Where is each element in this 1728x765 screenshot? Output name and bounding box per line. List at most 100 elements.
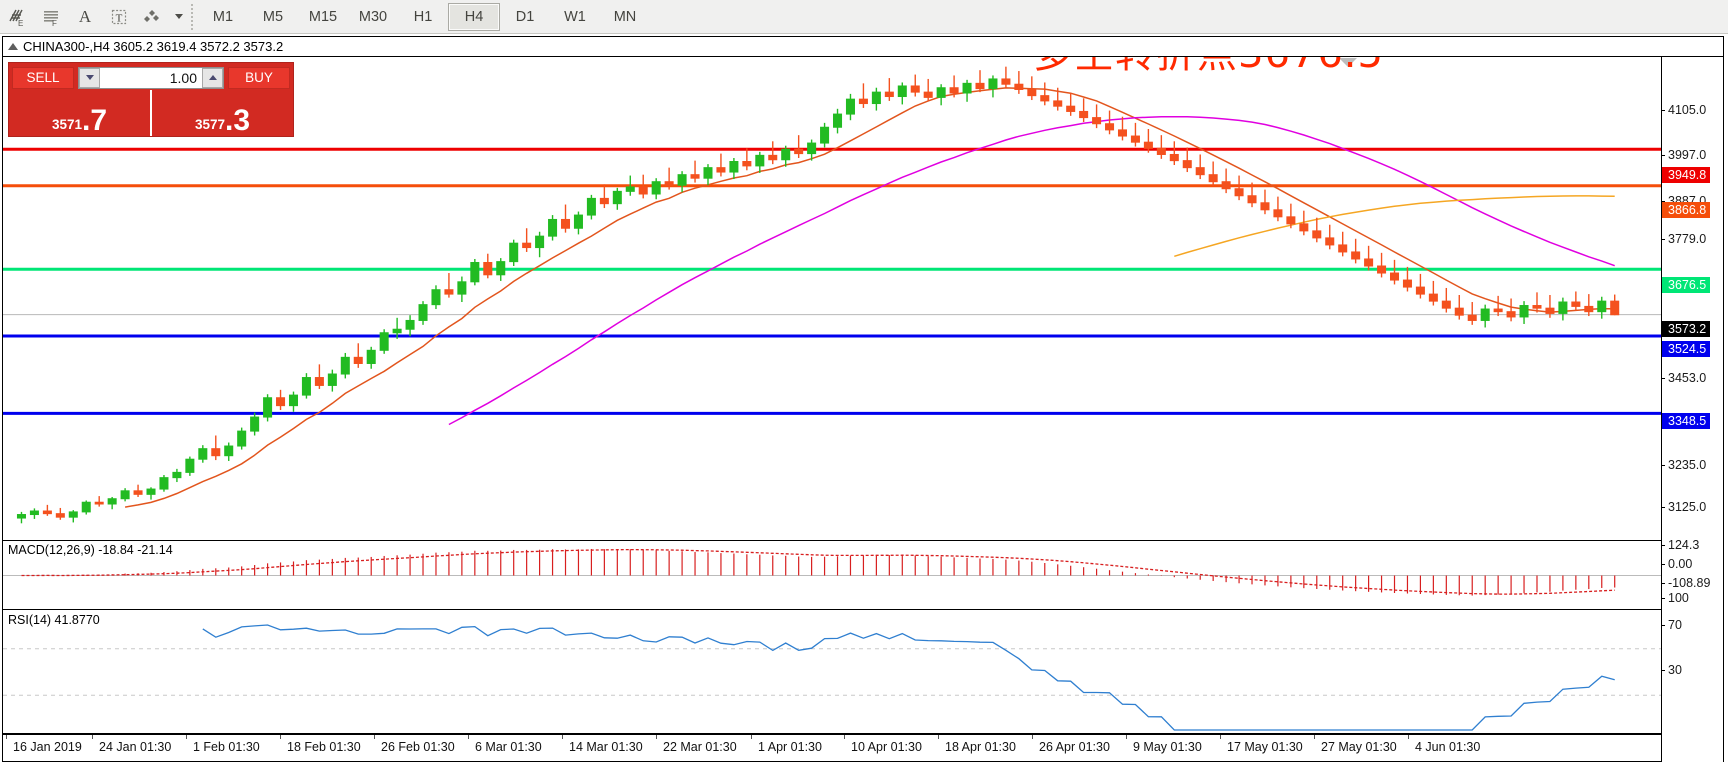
buy-button[interactable]: BUY [228,66,290,89]
sell-price-integer: 3571 [51,116,82,132]
candle-body [250,416,260,432]
text-object-icon[interactable]: T [102,2,136,32]
data-window-icon[interactable]: F [34,2,68,32]
candle-body [1208,174,1218,183]
candle-body [1066,105,1076,112]
buy-price[interactable]: 3577 .3 [150,90,293,136]
timeframe-d1[interactable]: D1 [515,8,535,25]
volume-input[interactable]: 1.00 [100,67,202,88]
volume-stepper[interactable]: 1.00 [78,66,224,89]
volume-up-icon[interactable] [202,67,223,88]
timeframe-h4[interactable]: H4 [448,2,500,31]
macd-label: MACD(12,26,9) -18.84 -21.14 [8,543,176,557]
candle-body [1260,202,1270,211]
candle-body [1092,117,1102,125]
candle-body [301,377,311,396]
candle-body [120,490,130,500]
candle-body [1286,216,1296,225]
candle-body [833,113,843,128]
chart-collapse-icon[interactable] [1339,58,1357,67]
candle-body [1001,78,1011,85]
candle-body [884,91,894,98]
candle-body [1480,308,1490,321]
time-label: 9 May 01:30 [1126,735,1202,754]
price-level-tag: 3524.5 [1662,341,1711,357]
timeframe-m1[interactable]: M1 [212,8,234,25]
candle-body [211,448,221,457]
candle-body [431,289,441,306]
candle-body [444,289,454,295]
candle-body [1467,314,1477,321]
candle-body [586,197,596,216]
candle-body [146,488,156,495]
buy-price-fraction: .3 [225,103,251,137]
candle-body [470,261,480,283]
price-level-tag: 3676.5 [1662,277,1711,293]
time-label: 18 Feb 01:30 [280,735,361,754]
candle-body [677,174,687,186]
price-pane[interactable]: 多空转折点3676.5 [3,57,1661,540]
candle-body [1079,110,1089,119]
time-scale[interactable]: 16 Jan 2019 24 Jan 01:30 1 Feb 01:30 18 Feb… [3,734,1661,761]
timeframe-m30[interactable]: M30 [358,8,388,25]
macd-tick: -108.89 [1660,576,1710,590]
candle-body [42,510,52,515]
chart-window[interactable]: CHINA300-,H4 3605.2 3619.4 3572.2 3573.2… [2,36,1724,762]
one-click-trading-panel[interactable]: SELL 1.00 BUY 3571 .7 3577 .3 [8,62,294,137]
candle-body [392,328,402,334]
macd-pane[interactable]: MACD(12,26,9) -18.84 -21.14 [3,540,1661,610]
expert-advisor-icon[interactable]: E [0,2,34,32]
candle-body [1364,258,1374,267]
rsi-pane[interactable]: RSI(14) 41.8770 [3,611,1661,734]
candle-body [198,448,208,460]
timeframe-m15[interactable]: M15 [308,8,338,25]
timeframe-h1[interactable]: H1 [413,8,433,25]
candle-body [1377,265,1387,274]
candle-body [1014,83,1024,90]
macd-plot [3,548,1661,596]
timeframe-mn[interactable]: MN [613,8,637,25]
collapse-triangle-icon[interactable] [8,43,18,50]
candle-body [172,471,182,479]
candle-body [1506,311,1516,318]
candle-body [845,98,855,115]
candle-body [1454,307,1464,316]
svg-text:T: T [116,12,123,24]
candle-body [1182,160,1192,169]
candle-body [716,167,726,173]
svg-text:F: F [52,19,57,27]
timeframe-w1[interactable]: W1 [564,8,586,25]
price-tick: 4105.0 [1660,103,1706,117]
time-label: 26 Feb 01:30 [374,735,455,754]
price-tick: 3453.0 [1660,371,1706,385]
volume-down-icon[interactable] [79,67,100,88]
text-label-icon[interactable]: A [78,6,92,26]
sell-button[interactable]: SELL [12,66,74,89]
candle-body [159,477,169,490]
time-label: 6 Mar 01:30 [468,735,542,754]
candle-body [1169,153,1179,162]
time-label: 4 Jun 01:30 [1407,735,1481,754]
time-label: 27 May 01:30 [1314,735,1397,754]
candle-body [1247,195,1257,204]
candle-body [651,181,661,195]
candle-body [1428,293,1438,302]
price-tick: 3779.0 [1660,232,1706,246]
chevron-down-icon[interactable] [170,2,186,32]
moving-average-line [1174,195,1615,258]
timeframe-m5[interactable]: M5 [262,8,284,25]
moving-average-line [448,115,1615,426]
price-tick: 3997.0 [1660,148,1706,162]
candle-body [327,373,337,386]
candle-body [910,85,920,93]
candle-body [1040,95,1050,102]
candle-body [1299,223,1309,232]
price-scale[interactable]: 4105.0 3997.0 3887.0 3779.0 3453.0 3235.0 3125… [1660,57,1723,762]
candle-body [1351,251,1361,260]
candle-body [405,319,415,330]
candle-body [263,397,273,418]
candle-body [599,197,609,205]
sell-price[interactable]: 3571 .7 [9,90,150,136]
drawing-objects-icon[interactable] [136,2,170,32]
candle-body [535,235,545,249]
